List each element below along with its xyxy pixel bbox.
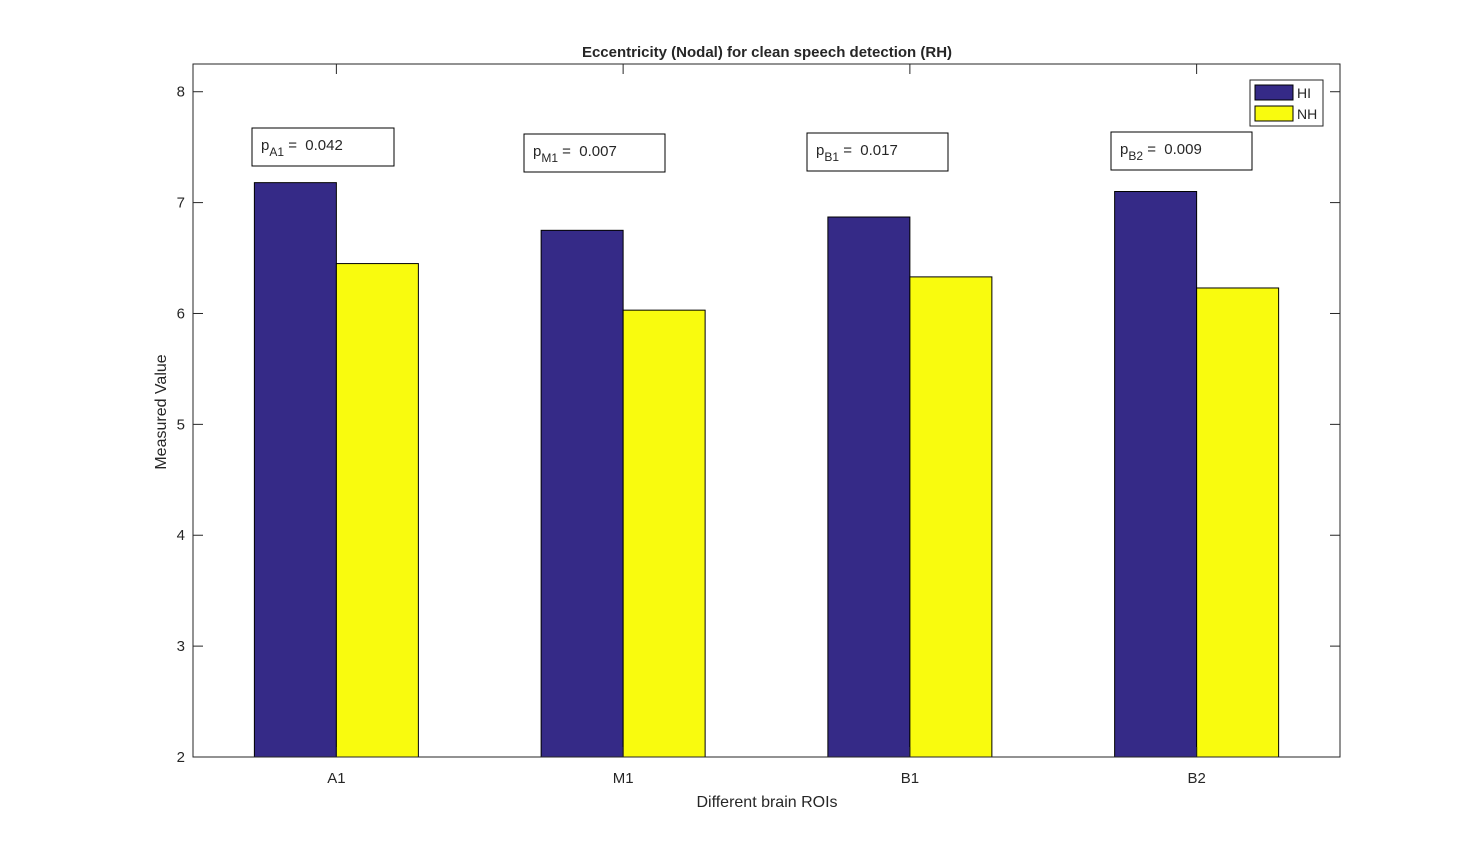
p-value-annotation-B2: pB2 = 0.009 <box>1110 131 1253 171</box>
y-tick-label: 4 <box>177 527 185 544</box>
annotation-box <box>251 127 395 167</box>
legend-label-HI: HI <box>1297 85 1311 101</box>
x-tick-label: B2 <box>1187 770 1205 787</box>
x-tick-label: M1 <box>613 770 634 787</box>
y-tick-label: 5 <box>177 416 185 433</box>
legend-swatch-NH <box>1254 105 1294 122</box>
bar-NH-A1 <box>335 263 419 758</box>
axes-box <box>192 63 1341 758</box>
bar-HI-M1 <box>540 229 624 758</box>
p-value-annotation-A1: pA1 = 0.042 <box>251 127 395 167</box>
y-tick-label: 6 <box>177 305 185 322</box>
y-tick-label: 8 <box>177 84 185 101</box>
annotation-group: pA1 = 0.042 pM1 = 0.007 pB1 = 0.017 pB2 = 0… <box>251 127 1253 173</box>
annotation-box <box>523 133 666 173</box>
legend-label-NH: NH <box>1297 106 1317 122</box>
chart-title: Eccentricity (Nodal) for clean speech de… <box>582 44 952 61</box>
p-value-annotation-M1: pM1 = 0.007 <box>523 133 666 173</box>
p-value-text: pA1 = 0.042 <box>261 137 343 159</box>
bar-NH-B2 <box>1196 287 1280 758</box>
annotation-box <box>806 132 949 172</box>
x-tick-label: A1 <box>327 770 345 787</box>
legend: HI NH <box>1249 79 1324 127</box>
bar-NH-M1 <box>622 309 706 758</box>
p-value-text: pM1 = 0.007 <box>533 143 617 165</box>
y-tick-label: 3 <box>177 638 185 655</box>
y-tick-label: 7 <box>177 195 185 212</box>
axes: 2 3 4 5 6 7 8 A1 M1 B1 B2 <box>177 63 1341 787</box>
p-value-text: pB2 = 0.009 <box>1120 141 1202 163</box>
bar-NH-B1 <box>909 276 993 758</box>
bar-HI-A1 <box>253 182 337 758</box>
bar-HI-B1 <box>827 216 911 758</box>
bar-HI-B2 <box>1114 191 1198 758</box>
p-value-text: pB1 = 0.017 <box>816 142 898 164</box>
annotation-box <box>1110 131 1253 171</box>
p-value-annotation-B1: pB1 = 0.017 <box>806 132 949 172</box>
bar-group <box>253 182 1280 758</box>
y-axis-label: Measured Value <box>153 354 170 469</box>
legend-swatch-HI <box>1254 84 1294 101</box>
x-axis-label: Different brain ROIs <box>696 794 837 811</box>
x-tick-label: B1 <box>901 770 919 787</box>
y-tick-label: 2 <box>177 749 185 766</box>
